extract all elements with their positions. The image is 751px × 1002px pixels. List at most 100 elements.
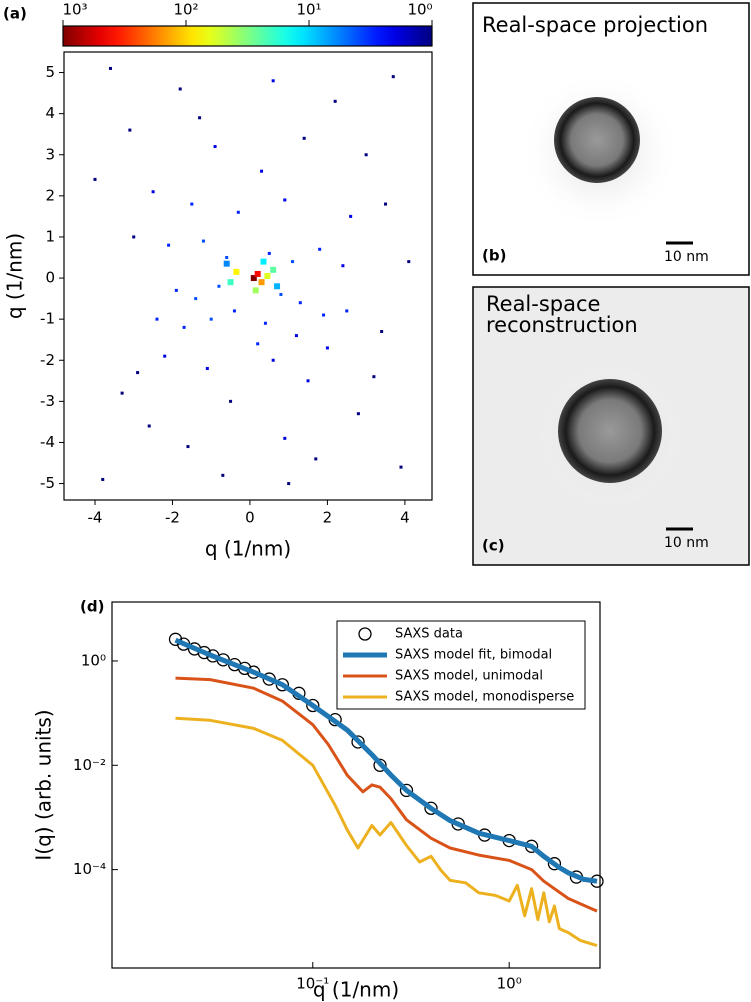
colorbar-tick-label: 10³: [62, 1, 87, 19]
image-c: [472, 286, 750, 566]
y-tick-label: 5: [45, 63, 55, 81]
speckle: [322, 313, 326, 317]
speckle: [205, 366, 209, 370]
speckle: [258, 279, 265, 286]
speckle: [155, 317, 159, 321]
speckle: [274, 283, 281, 290]
speckle: [120, 391, 124, 395]
panel-label: (c): [482, 537, 505, 555]
speckle: [236, 210, 240, 214]
x-axis-label: q (1/nm): [313, 978, 399, 1002]
plot-marks: [168, 632, 604, 948]
panel-label: (d): [80, 598, 104, 616]
y-tick-label: 10⁰: [81, 651, 106, 669]
speckle: [302, 136, 306, 140]
speckle: [186, 445, 190, 449]
speckle: [147, 424, 151, 428]
image-b: [472, 2, 750, 276]
speckle: [287, 482, 291, 486]
speckle: [227, 279, 234, 286]
x-tick-label: 0: [245, 509, 255, 527]
speckle: [213, 145, 217, 149]
scale-bar-label: 10 nm: [664, 535, 709, 551]
speckle: [271, 358, 275, 362]
speckle: [256, 342, 260, 346]
speckle: [341, 264, 345, 268]
x-axis-label: q (1/nm): [205, 537, 291, 561]
speckle: [254, 270, 261, 277]
speckle: [283, 436, 287, 440]
y-tick-label: 2: [45, 186, 55, 204]
speckle: [264, 273, 271, 279]
speckle: [407, 260, 411, 264]
speckle: [380, 329, 384, 333]
speckle: [225, 256, 229, 260]
series-line: [175, 716, 598, 948]
legend-label: SAXS data: [395, 627, 463, 642]
data-point: [424, 801, 438, 815]
y-tick-label: 0: [45, 269, 55, 287]
colorbar: [62, 25, 433, 47]
y-tick-label: 10⁻²: [73, 756, 106, 774]
legend-label: SAXS model, monodisperse: [395, 690, 574, 705]
speckle: [372, 375, 376, 379]
y-tick-label: -5: [40, 474, 55, 492]
speckle: [333, 99, 337, 103]
speckle: [201, 239, 205, 243]
x-tick-label: 10⁰: [497, 975, 522, 993]
speckle: [132, 235, 136, 239]
y-tick-label: 4: [45, 104, 55, 122]
legend-label: SAXS model fit, bimodal: [395, 648, 552, 663]
x-tick-label: -2: [165, 509, 180, 527]
speckle: [314, 457, 318, 461]
data-point: [547, 857, 562, 871]
speckle: [182, 325, 186, 329]
speckle: [194, 297, 198, 301]
y-axis-label: I(q) (arb. units): [32, 709, 56, 860]
speckle: [294, 334, 298, 338]
speckle: [252, 287, 259, 294]
speckle: [217, 284, 221, 288]
speckle: [232, 309, 236, 313]
legend-label: SAXS model, unimodal: [395, 669, 543, 684]
speckle: [223, 260, 230, 267]
speckle: [306, 379, 310, 383]
speckle: [271, 79, 275, 83]
y-tick-label: -3: [40, 392, 55, 410]
speckle: [151, 190, 155, 194]
speckle: [263, 321, 267, 325]
speckle: [108, 66, 112, 70]
y-axis-label: q (1/nm): [3, 233, 27, 319]
colorbar-tick-label: 10¹: [296, 1, 321, 19]
speckle: [174, 288, 178, 292]
panel-label: (a): [3, 5, 27, 23]
x-tick-label: 10⁻¹: [296, 975, 329, 993]
speckle: [267, 251, 271, 255]
speckle: [178, 87, 182, 91]
scale-bar-label: 10 nm: [664, 249, 709, 265]
speckle: [345, 309, 349, 313]
image-title: Real-space projection: [482, 13, 708, 37]
series-line: [175, 676, 598, 913]
y-tick-label: 3: [45, 145, 55, 163]
data-point: [399, 783, 414, 798]
speckle: [270, 266, 277, 273]
speckle: [250, 275, 257, 282]
legend-marker: [358, 627, 372, 641]
speckle: [198, 116, 202, 120]
speckle: [209, 317, 213, 321]
speckle: [101, 477, 105, 481]
speckle: [260, 169, 264, 173]
y-tick-label: 1: [45, 227, 55, 245]
y-tick-label: -4: [40, 433, 55, 451]
speckle: [364, 153, 368, 157]
speckle: [291, 260, 295, 264]
speckle: [356, 412, 360, 416]
colorbar-tick-label: 10⁰: [407, 1, 432, 19]
speckle: [233, 268, 240, 275]
speckle: [391, 75, 395, 79]
y-tick-label: -2: [40, 351, 55, 369]
speckle: [93, 177, 97, 181]
data-point: [306, 698, 320, 713]
